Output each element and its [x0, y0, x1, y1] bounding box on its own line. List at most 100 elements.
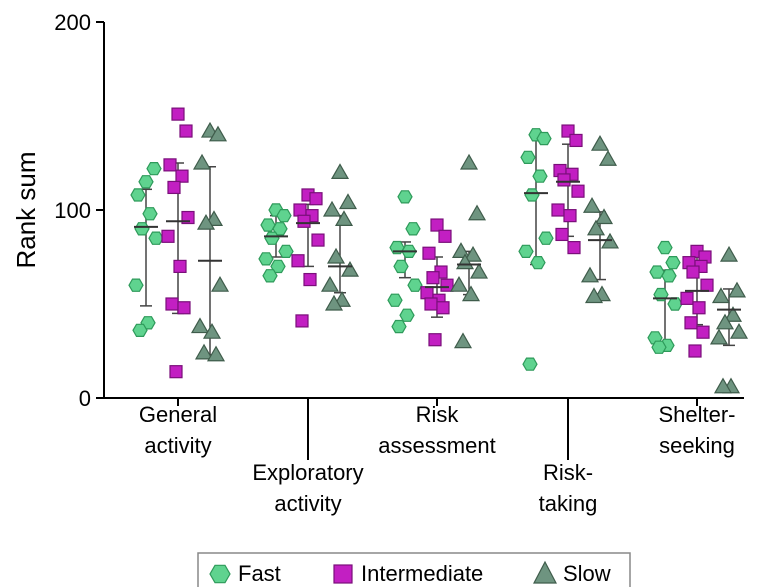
data-point: [538, 231, 554, 245]
data-point: [293, 203, 307, 217]
data-point: [210, 275, 230, 292]
data-point: [665, 256, 681, 270]
data-point: [657, 240, 673, 255]
data-point: [130, 188, 146, 202]
x-category-labels: General activity Exploratory activity Risk as…: [139, 398, 736, 516]
legend-box: [197, 552, 631, 587]
data-point: [709, 328, 729, 345]
data-point: [177, 301, 191, 315]
data-point: [440, 278, 454, 292]
data-point: [594, 208, 614, 225]
data-point: [278, 244, 294, 258]
data-point: [175, 169, 189, 183]
legend-marker: [209, 564, 231, 584]
data-point: [651, 340, 667, 354]
data-point: [190, 317, 210, 334]
data-point: [309, 192, 323, 206]
data-point: [586, 219, 606, 236]
data-point: [713, 377, 733, 394]
data-point: [584, 287, 604, 304]
data-point: [311, 233, 325, 247]
data-point: [438, 229, 452, 243]
legend-marker: [333, 564, 353, 584]
data-point: [171, 107, 185, 121]
data-point: [428, 333, 442, 347]
data-point: [165, 297, 179, 311]
data-point: [686, 265, 700, 279]
y-tick-label: 200: [54, 10, 91, 35]
data-point: [270, 259, 286, 274]
data-point: [451, 242, 471, 258]
legend: Fast Intermediate Slow: [197, 552, 631, 587]
data-point: [530, 256, 546, 270]
data-point: [449, 275, 469, 292]
data-point: [518, 244, 534, 258]
data-point: [567, 241, 581, 255]
data-point: [590, 134, 610, 151]
data-point: [711, 287, 731, 304]
data-point: [426, 271, 440, 285]
data-point: [194, 343, 214, 360]
x-category-label: activity: [144, 433, 211, 458]
x-category-label: Shelter-: [658, 402, 735, 427]
data-point: [463, 245, 483, 262]
legend-label: Fast: [238, 561, 281, 586]
data-point: [582, 197, 602, 213]
data-point: [297, 214, 311, 228]
data-point: [524, 188, 540, 202]
data-point: [326, 247, 346, 264]
data-point: [569, 133, 583, 148]
data-point: [132, 323, 148, 337]
data-point: [729, 322, 749, 339]
data-point: [260, 218, 276, 232]
data-point: [338, 193, 358, 210]
data-point: [208, 125, 228, 142]
data-point: [649, 265, 665, 279]
data-point: [322, 200, 342, 217]
series-slow: [190, 121, 749, 394]
data-point: [700, 278, 714, 292]
data-point: [173, 259, 187, 273]
data-point: [391, 319, 407, 334]
axes: [103, 22, 744, 399]
data-point: [303, 272, 317, 287]
legend-label: Slow: [563, 561, 611, 586]
x-category-label: seeking: [659, 433, 735, 458]
data-point: [563, 209, 577, 223]
data-point: [555, 227, 569, 242]
data-point: [522, 357, 538, 371]
data-point: [146, 162, 162, 176]
x-category-label: activity: [274, 491, 341, 516]
data-point: [258, 252, 274, 266]
data-point: [397, 190, 413, 204]
data-point: [467, 204, 487, 221]
data-point: [459, 153, 479, 170]
data-point: [571, 184, 585, 198]
y-axis-label: Rank sum: [11, 151, 41, 268]
data-point: [262, 269, 278, 283]
plot-area: [128, 107, 749, 394]
data-point: [387, 293, 403, 307]
x-category-label: General: [139, 402, 217, 427]
data-point: [692, 301, 706, 315]
data-point: [264, 231, 280, 245]
data-point: [696, 325, 710, 339]
data-point: [727, 281, 747, 298]
data-point: [424, 297, 438, 311]
data-point: [557, 173, 571, 187]
data-point: [598, 150, 618, 166]
data-point: [551, 203, 565, 217]
data-point: [453, 332, 473, 349]
data-point: [723, 306, 743, 322]
data-point: [206, 345, 226, 362]
data-point: [680, 291, 694, 305]
data-point: [148, 231, 164, 245]
data-point: [161, 229, 175, 243]
data-point: [399, 308, 415, 322]
data-point: [202, 322, 222, 339]
data-point: [163, 158, 177, 172]
data-point: [128, 278, 144, 292]
data-point: [324, 294, 344, 311]
data-point: [715, 313, 735, 330]
